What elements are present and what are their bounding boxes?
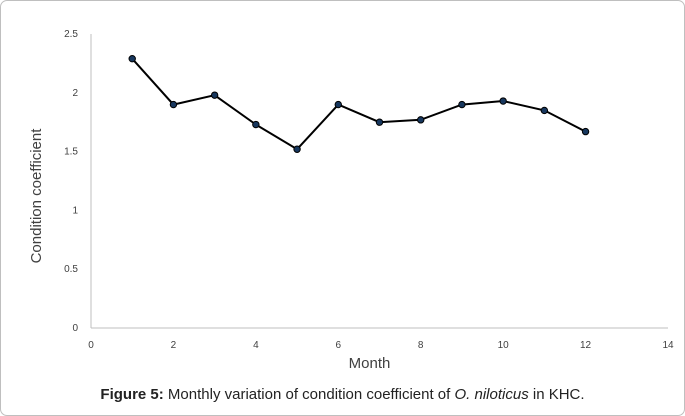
data-point xyxy=(334,100,342,109)
y-tick-label: 2.5 xyxy=(64,29,78,40)
x-tick-label: 12 xyxy=(580,340,592,351)
y-axis-title: Condition coefficient xyxy=(28,128,45,264)
figure-caption: Figure 5: Monthly variation of condition… xyxy=(0,386,685,403)
y-tick-label: 2 xyxy=(72,88,78,99)
data-point xyxy=(210,91,219,99)
data-point xyxy=(169,100,178,109)
data-point xyxy=(417,116,425,124)
x-tick-label: 6 xyxy=(336,340,342,351)
x-tick-label: 0 xyxy=(88,340,94,351)
data-point xyxy=(252,120,260,129)
line-chart: 0 2 4 6 8 10 12 14 0 0.5 1 1.5 2 2.5 Month Condition… xyxy=(28,29,674,372)
y-tick-group: 0 0.5 1 1.5 2 2.5 xyxy=(64,29,78,334)
data-point xyxy=(540,106,549,115)
y-tick-label: 1 xyxy=(72,205,78,216)
caption-species: O. niloticus xyxy=(454,386,529,403)
x-tick-label: 10 xyxy=(498,340,510,351)
x-tick-group: 0 2 4 6 8 10 12 14 xyxy=(88,340,674,351)
y-tick-label: 0.5 xyxy=(64,264,78,275)
caption-label: Figure 5: xyxy=(100,386,164,403)
data-point xyxy=(293,145,301,153)
data-point-group xyxy=(128,54,590,153)
data-point xyxy=(458,100,466,109)
data-point xyxy=(581,127,590,136)
x-tick-label: 8 xyxy=(418,340,424,351)
x-tick-label: 2 xyxy=(171,340,177,351)
y-tick-label: 1.5 xyxy=(64,147,78,158)
x-axis-title: Month xyxy=(349,355,391,372)
x-tick-label: 14 xyxy=(662,340,674,351)
x-tick-label: 4 xyxy=(253,340,259,351)
y-tick-label: 0 xyxy=(72,323,78,334)
caption-text-before: Monthly variation of condition coefficie… xyxy=(163,386,455,403)
data-point xyxy=(128,54,136,63)
series-line xyxy=(131,58,587,151)
caption-text-after: in KHC. xyxy=(528,386,585,403)
data-point xyxy=(375,118,384,126)
data-point xyxy=(499,97,507,105)
